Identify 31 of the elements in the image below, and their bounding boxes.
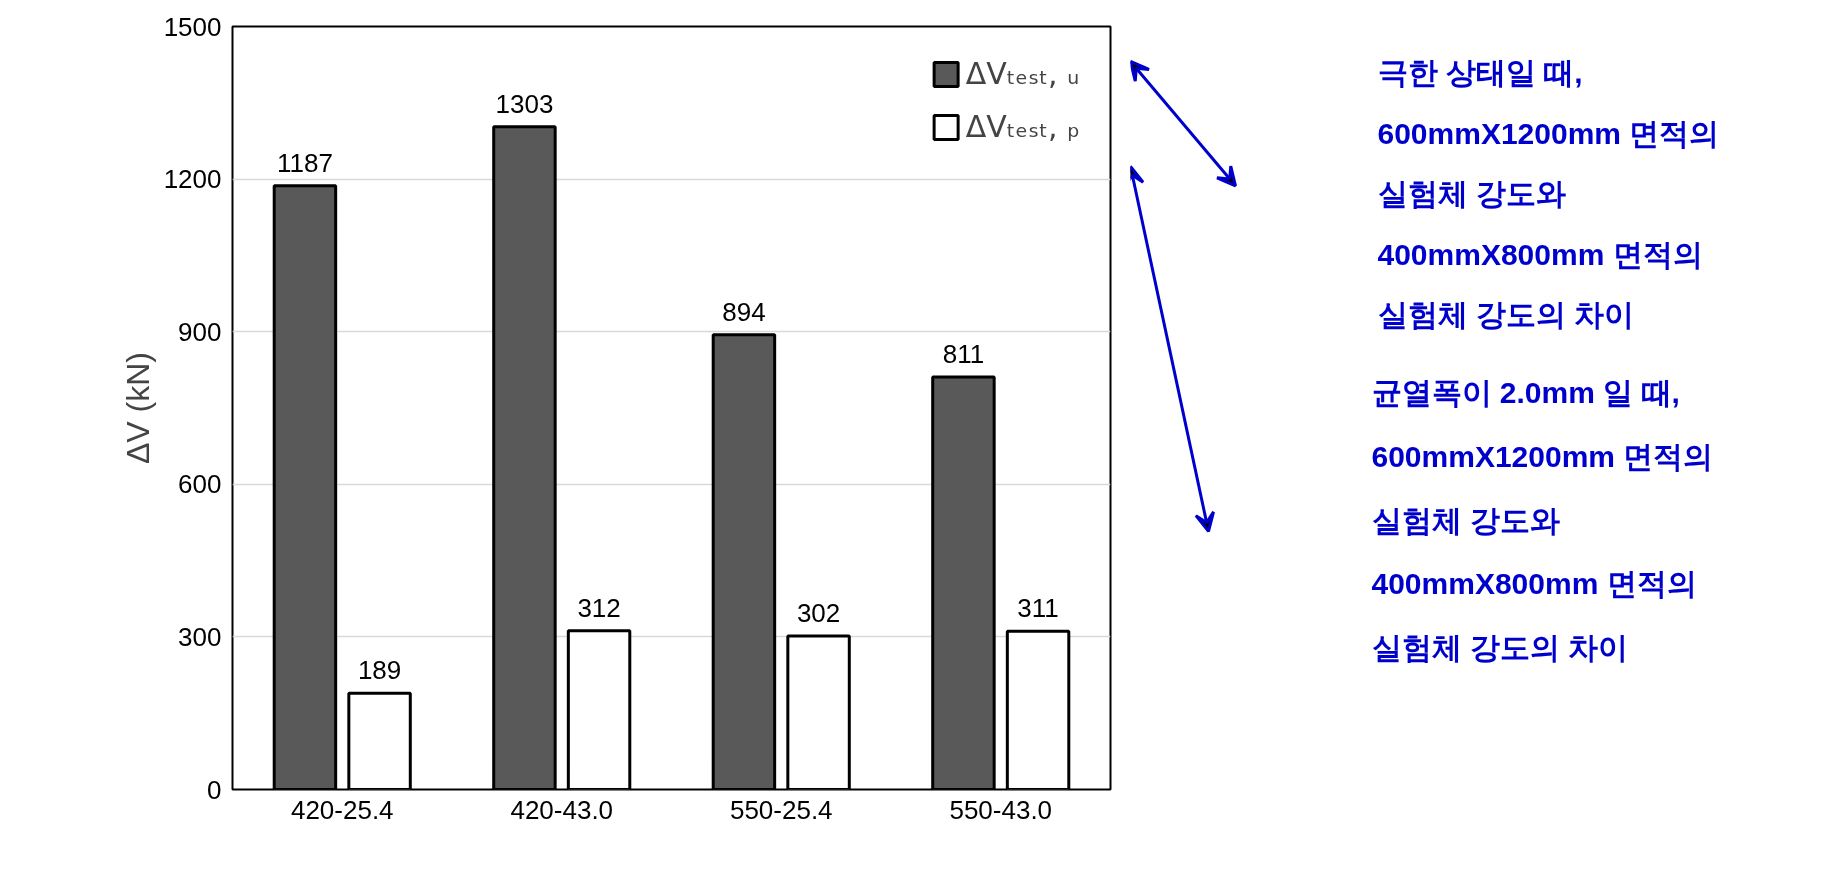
- data-label: 189: [357, 655, 402, 686]
- y-tick-label: 900: [178, 316, 222, 347]
- legend-label: ΔVₜₑₛₜ, ₚ: [965, 109, 1080, 144]
- x-tick-label: 420-25.4: [290, 794, 394, 825]
- text: 600mmX1200mm 면적의: [1371, 439, 1714, 473]
- data-label: 302: [796, 597, 841, 628]
- text: 극한 상태일 때,: [1377, 56, 1583, 90]
- text: 600mmX1200mm 면적의: [1377, 116, 1720, 150]
- text: 실험체 강도와: [1377, 177, 1566, 211]
- y-tick-label: 0: [207, 774, 222, 805]
- y-tick-label: 600: [178, 469, 222, 500]
- text: 400mmX800mm 면적의: [1377, 237, 1703, 271]
- y-tick-label: 1500: [163, 11, 222, 42]
- y-tick-label: 1200: [163, 164, 222, 195]
- text: 실험체 강도의 차이: [1377, 297, 1635, 331]
- text: 균열폭이 2.0mm 일 때,: [1371, 375, 1680, 409]
- data-label: 312: [577, 592, 621, 623]
- text: 실험체 강도의 차이: [1371, 631, 1629, 665]
- y-tick-label: 300: [178, 621, 222, 652]
- x-tick-label: 420-43.0: [510, 794, 614, 825]
- data-label: 1303: [495, 88, 554, 119]
- data-label: 1187: [276, 147, 333, 178]
- data-label: 894: [722, 296, 766, 327]
- y-axis-title: ΔV (kN): [119, 351, 156, 465]
- data-label: 311: [1017, 593, 1059, 624]
- text: 실험체 강도와: [1371, 503, 1560, 537]
- x-tick-label: 550-25.4: [729, 794, 833, 825]
- text: 400mmX800mm 면적의: [1371, 567, 1697, 601]
- x-tick-label: 550-43.0: [949, 794, 1053, 825]
- data-label: 811: [942, 338, 985, 369]
- legend-label: ΔVₜₑₛₜ, ᵤ: [965, 56, 1080, 91]
